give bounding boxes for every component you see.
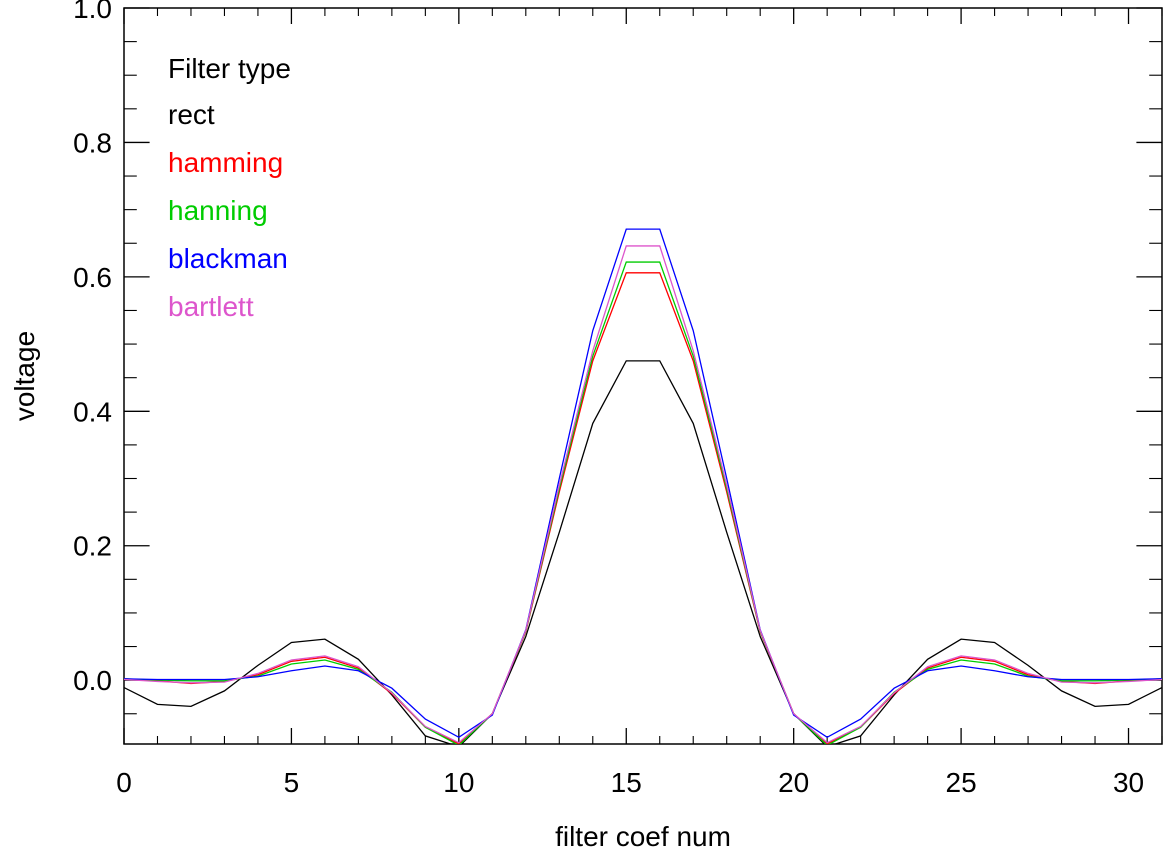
- legend-entry-bartlett: bartlett: [168, 291, 254, 322]
- y-tick-label: 0.4: [73, 396, 112, 427]
- x-tick-label: 20: [778, 767, 809, 798]
- series-line-hanning: [124, 261, 1162, 744]
- legend-entry-rect: rect: [168, 99, 215, 130]
- legend: rect hamming hanning blackman bartlett: [168, 99, 288, 322]
- series-line-hamming: [124, 272, 1162, 744]
- series-line-rect: [124, 360, 1162, 744]
- x-axis-label: filter coef num: [555, 821, 731, 852]
- series-lines: [124, 228, 1162, 744]
- x-tick-label: 0: [116, 767, 132, 798]
- y-tick-label: 0.0: [73, 665, 112, 696]
- x-tick-label: 25: [946, 767, 977, 798]
- y-tick-label: 0.2: [73, 531, 112, 562]
- axis-ticks: [123, 7, 1163, 744]
- x-tick-label: 30: [1113, 767, 1144, 798]
- plot-frame: [123, 7, 1163, 745]
- y-axis-label: voltage: [9, 331, 40, 421]
- legend-entry-hamming: hamming: [168, 147, 283, 178]
- x-tick-label: 15: [611, 767, 642, 798]
- legend-entry-blackman: blackman: [168, 243, 288, 274]
- series-line-bartlett: [124, 245, 1162, 744]
- series-line-blackman: [124, 228, 1162, 739]
- x-tick-label: 5: [284, 767, 300, 798]
- legend-title: Filter type: [168, 53, 291, 84]
- legend-entry-hanning: hanning: [168, 195, 268, 226]
- tick-labels: 0 5 10 15 20 25 30 0.0 0.2 0.4 0.6 0.8 1.0: [73, 0, 1144, 798]
- y-tick-label: 0.8: [73, 127, 112, 158]
- y-tick-label: 1.0: [73, 0, 112, 24]
- y-tick-label: 0.6: [73, 262, 112, 293]
- x-tick-label: 10: [443, 767, 474, 798]
